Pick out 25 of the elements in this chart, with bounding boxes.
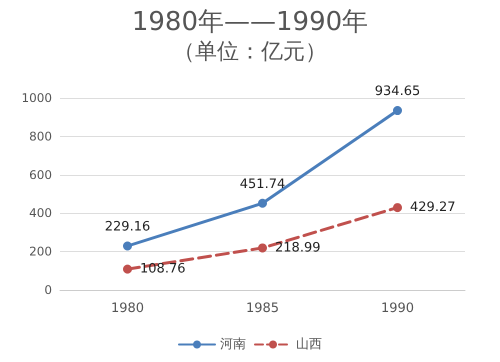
point (123, 264, 132, 274)
point (258, 243, 267, 252)
data-label: 934.65 (374, 84, 420, 100)
y-tick-label: 400 (29, 206, 52, 220)
data-label: 429.27 (410, 200, 456, 216)
data-label: 229.16 (104, 220, 150, 234)
point (393, 203, 402, 212)
point (258, 198, 267, 208)
chart-subtitle: （单位：亿元） (173, 40, 327, 64)
data-label: 451.74 (240, 176, 286, 192)
data-label: 218.99 (275, 240, 320, 256)
y-tick-label: 1000 (21, 91, 52, 105)
y-tick-label: 200 (29, 244, 52, 259)
data-label: 108.76 (140, 262, 186, 277)
point (393, 106, 402, 116)
point (123, 242, 132, 250)
legend-label: 山西 (296, 337, 322, 352)
x-tick-label: 1990 (380, 301, 414, 316)
x-tick-label: 1980 (110, 301, 144, 316)
x-tick-label: 1985 (246, 301, 280, 316)
legend-label: 河南 (220, 337, 246, 352)
y-tick-label: 600 (29, 168, 52, 182)
chart-title: 1980年——1990年 (132, 7, 368, 37)
y-tick-label: 800 (29, 129, 52, 144)
y-tick-label: 0 (44, 283, 52, 297)
